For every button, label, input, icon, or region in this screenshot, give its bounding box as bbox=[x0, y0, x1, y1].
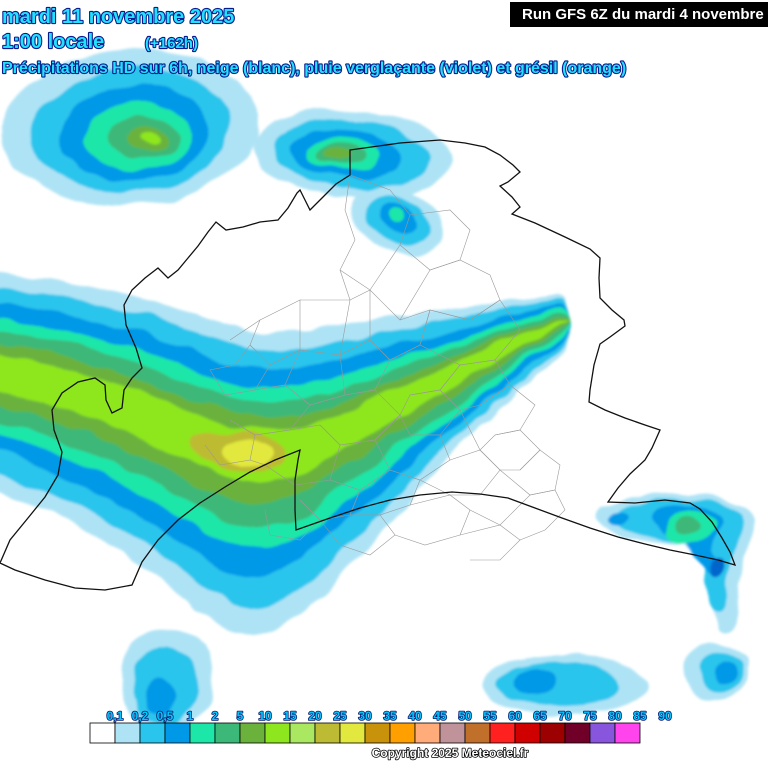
svg-text:15: 15 bbox=[283, 709, 297, 723]
svg-text:Précipitations HD sur 6h, neig: Précipitations HD sur 6h, neige (blanc),… bbox=[2, 60, 626, 77]
svg-text:Run GFS 6Z du mardi 4 novembre: Run GFS 6Z du mardi 4 novembre 2025 bbox=[522, 6, 768, 23]
svg-text:0,2: 0,2 bbox=[132, 709, 149, 723]
svg-text:(+162h): (+162h) bbox=[145, 35, 198, 52]
svg-text:35: 35 bbox=[383, 709, 397, 723]
svg-text:mardi 11 novembre 2025: mardi 11 novembre 2025 bbox=[2, 6, 234, 28]
svg-text:80: 80 bbox=[608, 709, 622, 723]
svg-text:55: 55 bbox=[483, 709, 497, 723]
svg-text:Copyright 2025 Meteociel.fr: Copyright 2025 Meteociel.fr bbox=[372, 746, 529, 760]
svg-text:40: 40 bbox=[408, 709, 422, 723]
svg-text:25: 25 bbox=[333, 709, 347, 723]
svg-text:60: 60 bbox=[508, 709, 522, 723]
svg-text:1:00 locale: 1:00 locale bbox=[2, 31, 104, 53]
svg-text:20: 20 bbox=[308, 709, 322, 723]
svg-text:0,5: 0,5 bbox=[157, 709, 174, 723]
svg-text:30: 30 bbox=[358, 709, 372, 723]
svg-text:45: 45 bbox=[433, 709, 447, 723]
svg-text:75: 75 bbox=[583, 709, 597, 723]
svg-text:70: 70 bbox=[558, 709, 572, 723]
svg-text:90: 90 bbox=[658, 709, 672, 723]
svg-text:1: 1 bbox=[187, 709, 194, 723]
svg-text:10: 10 bbox=[258, 709, 272, 723]
svg-text:5: 5 bbox=[237, 709, 244, 723]
svg-text:85: 85 bbox=[633, 709, 647, 723]
svg-text:65: 65 bbox=[533, 709, 547, 723]
svg-text:0,1: 0,1 bbox=[107, 709, 124, 723]
svg-text:2: 2 bbox=[212, 709, 219, 723]
svg-text:50: 50 bbox=[458, 709, 472, 723]
